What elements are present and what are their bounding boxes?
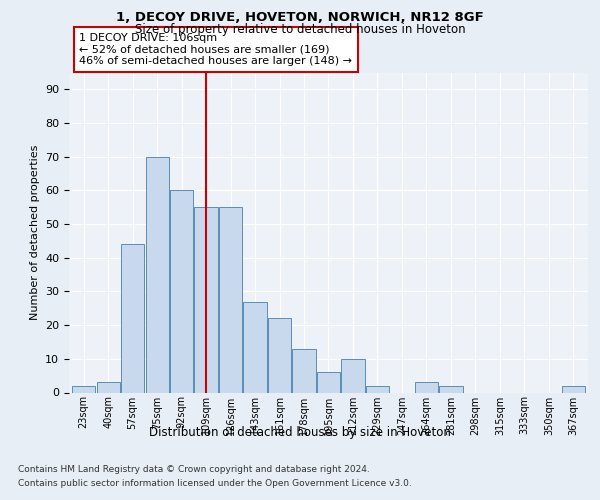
Bar: [415, 382, 438, 392]
Bar: [292, 348, 316, 393]
Bar: [194, 207, 218, 392]
Text: Contains public sector information licensed under the Open Government Licence v3: Contains public sector information licen…: [18, 479, 412, 488]
Bar: [366, 386, 389, 392]
Bar: [268, 318, 291, 392]
Bar: [341, 359, 365, 392]
Y-axis label: Number of detached properties: Number of detached properties: [29, 145, 40, 320]
Text: Size of property relative to detached houses in Hoveton: Size of property relative to detached ho…: [134, 22, 466, 36]
Text: Distribution of detached houses by size in Hoveton: Distribution of detached houses by size …: [149, 426, 451, 439]
Text: 1, DECOY DRIVE, HOVETON, NORWICH, NR12 8GF: 1, DECOY DRIVE, HOVETON, NORWICH, NR12 8…: [116, 11, 484, 24]
Bar: [562, 386, 585, 392]
Bar: [72, 386, 95, 392]
Bar: [244, 302, 266, 392]
Text: Contains HM Land Registry data © Crown copyright and database right 2024.: Contains HM Land Registry data © Crown c…: [18, 466, 370, 474]
Bar: [317, 372, 340, 392]
Bar: [121, 244, 144, 392]
Text: 1 DECOY DRIVE: 106sqm
← 52% of detached houses are smaller (169)
46% of semi-det: 1 DECOY DRIVE: 106sqm ← 52% of detached …: [79, 33, 352, 66]
Bar: [146, 156, 169, 392]
Bar: [439, 386, 463, 392]
Bar: [170, 190, 193, 392]
Bar: [97, 382, 120, 392]
Bar: [219, 207, 242, 392]
